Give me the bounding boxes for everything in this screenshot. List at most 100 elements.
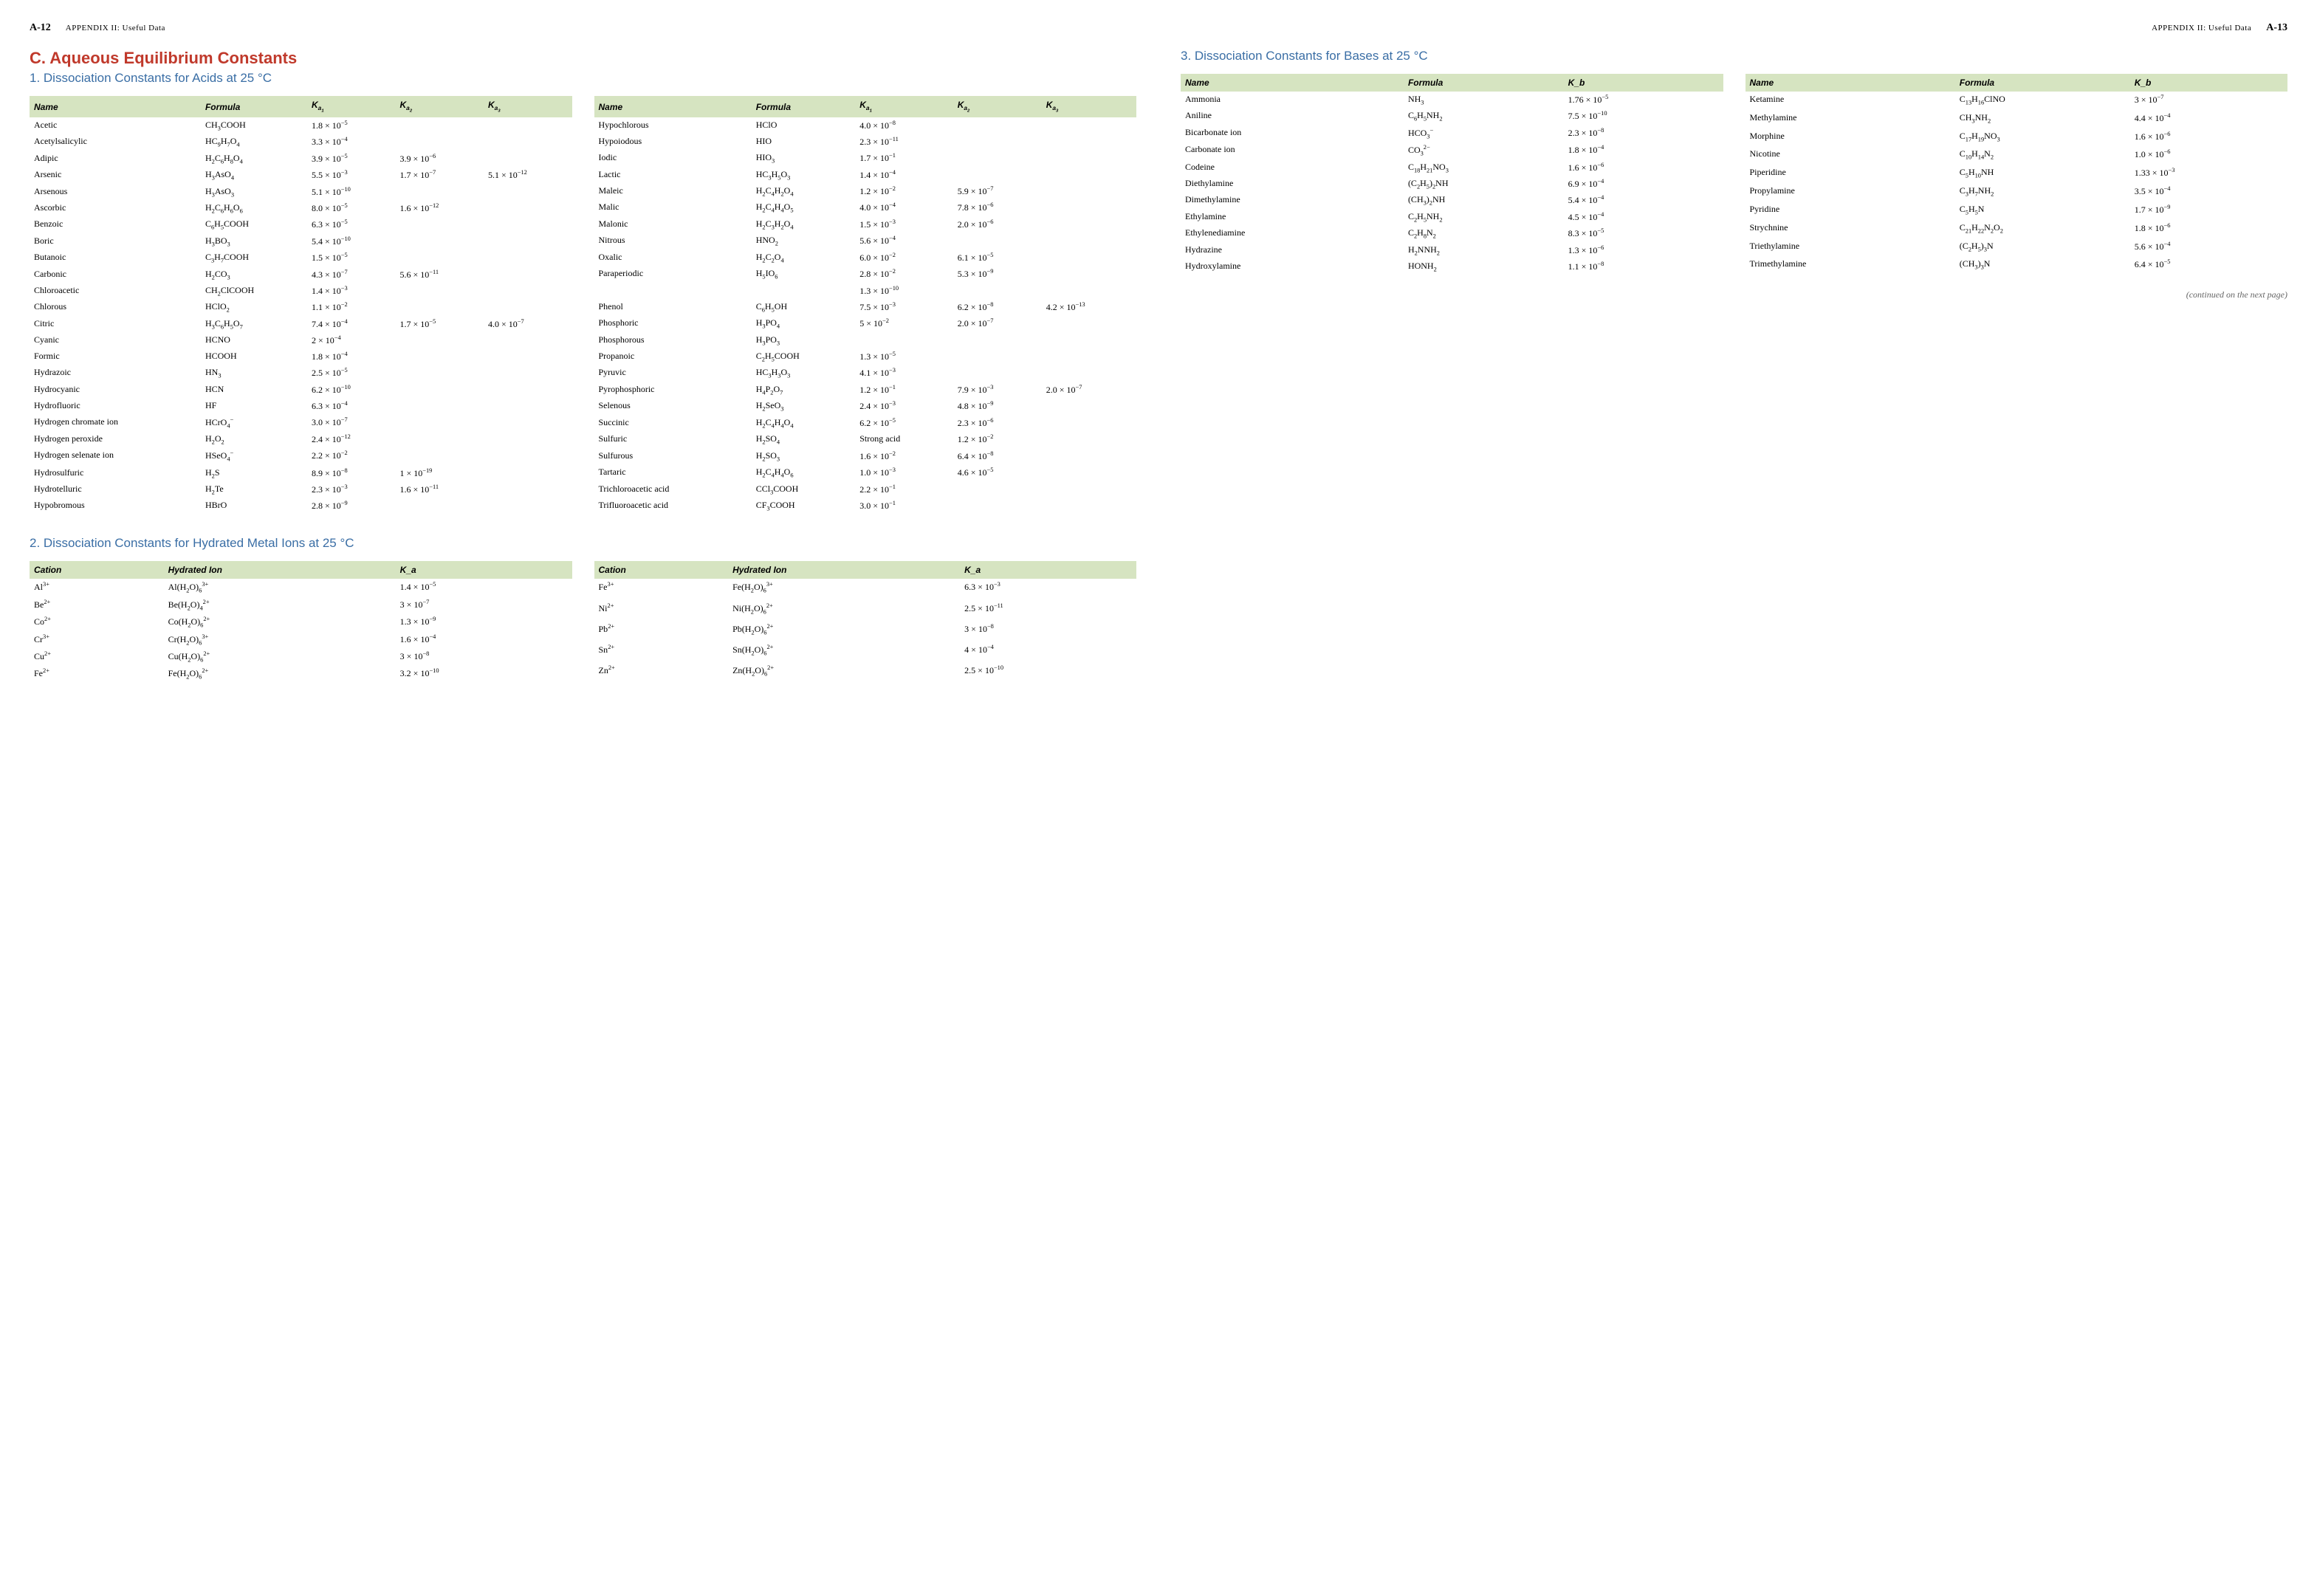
table-cell: H2C4H2O4 [752, 183, 856, 199]
table-cell: 5.1 × 10−10 [307, 184, 396, 200]
table-cell: 1.4 × 10−3 [307, 283, 396, 299]
header-left: A-12 APPENDIX II: Useful Data [30, 22, 1136, 34]
table-row: MaleicH2C4H2O41.2 × 10−25.9 × 10−7 [594, 183, 1137, 199]
table-cell [484, 151, 572, 167]
column-header: Formula [1404, 74, 1564, 92]
table-cell: Fe2+ [30, 665, 164, 682]
table-row: Trimethylamine(CH3)3N6.4 × 10−5 [1746, 256, 2288, 275]
table-cell: 3.5 × 10−4 [2130, 183, 2287, 202]
table-cell: HSeO4− [201, 447, 307, 464]
page-number-left: A-12 [30, 22, 51, 34]
table-cell: C18H21NO3 [1404, 159, 1564, 176]
table-cell: Hydrogen chromate ion [30, 414, 201, 431]
table-cell: Carbonate ion [1181, 142, 1404, 159]
table-cell [1042, 283, 1136, 299]
table-cell: C2H8N2 [1404, 225, 1564, 241]
metal-tables: CationHydrated IonK_a Al3+Al(H2O)63+1.4 … [30, 561, 1136, 682]
column-header: K_a [396, 561, 572, 579]
table-cell: 5.5 × 10−3 [307, 167, 396, 183]
table-cell: 2.0 × 10−6 [953, 216, 1042, 233]
table-cell [1042, 332, 1136, 348]
table-row: PropylamineC3H7NH23.5 × 10−4 [1746, 183, 2288, 202]
table-cell [484, 414, 572, 431]
table-cell: Cr3+ [30, 631, 164, 648]
table-cell: Methylamine [1746, 110, 1955, 128]
table-row: ButanoicC3H7COOH1.5 × 10−5 [30, 250, 572, 266]
table-cell: Trichloroacetic acid [594, 481, 752, 498]
table-cell: Oxalic [594, 250, 752, 266]
table-cell: 2.3 × 10−8 [1564, 125, 1723, 142]
table-row: HydrocyanicHCN6.2 × 10−10 [30, 382, 572, 398]
table-cell: CH3NH2 [1955, 110, 2130, 128]
table-cell [1042, 250, 1136, 266]
table-cell: 3.2 × 10−10 [396, 665, 572, 682]
table-cell: Trifluoroacetic acid [594, 498, 752, 515]
table-cell: HBrO [201, 498, 307, 514]
table-cell [1042, 150, 1136, 166]
acids-table-right: NameFormulaKa1Ka2Ka3 HypochlorousHClO4.0… [594, 96, 1137, 514]
table-cell: H3C6H5O7 [201, 316, 307, 332]
table-cell: H2C2O4 [752, 250, 856, 266]
table-cell: H5IO6 [752, 266, 856, 282]
table-cell: C13H16ClNO [1955, 92, 2130, 110]
table-cell: 5 × 10−2 [855, 315, 952, 331]
table-cell: Hydrofluoric [30, 398, 201, 414]
subsection-1: 1. Dissociation Constants for Acids at 2… [30, 71, 1136, 86]
acids-tables: NameFormulaKa1Ka2Ka3 AceticCH3COOH1.8 × … [30, 96, 1136, 514]
table-cell [953, 117, 1042, 134]
table-cell [484, 216, 572, 233]
table-cell [484, 498, 572, 514]
table-cell: H2C3H2O4 [752, 216, 856, 233]
table-cell: 3.9 × 10−5 [307, 151, 396, 167]
table-cell: Piperidine [1746, 165, 1955, 183]
table-cell: 2.2 × 10−1 [855, 481, 952, 498]
table-row: AscorbicH2C6H6O68.0 × 10−51.6 × 10−12 [30, 200, 572, 216]
table-cell [484, 134, 572, 150]
table-cell: 5.1 × 10−12 [484, 167, 572, 183]
table-cell: 1.5 × 10−5 [307, 250, 396, 266]
table-cell: HIO [752, 134, 856, 150]
table-cell: Hydrogen peroxide [30, 431, 201, 447]
table-cell: Pb2+ [594, 621, 729, 642]
table-cell: 1.4 × 10−4 [855, 167, 952, 183]
table-cell: 2.3 × 10−3 [307, 481, 396, 498]
column-header: K_a [960, 561, 1136, 579]
table-row: PyruvicHC3H3O34.1 × 10−3 [594, 365, 1137, 381]
table-cell: H3AsO3 [201, 184, 307, 200]
column-header: K_b [2130, 74, 2287, 92]
table-cell: (C2H5)2NH [1404, 176, 1564, 192]
subsection-2: 2. Dissociation Constants for Hydrated M… [30, 536, 1136, 551]
subsection-3: 3. Dissociation Constants for Bases at 2… [1181, 49, 2287, 63]
table-cell: Bicarbonate ion [1181, 125, 1404, 142]
column-header: Formula [1955, 74, 2130, 92]
table-cell: (C2H5)3N [1955, 238, 2130, 257]
table-cell [484, 233, 572, 250]
table-cell [594, 283, 752, 299]
table-row: NitrousHNO25.6 × 10−4 [594, 233, 1137, 249]
table-row: Co2+Co(H2O)62+1.3 × 10−9 [30, 613, 572, 630]
table-cell: 7.5 × 10−3 [855, 299, 952, 315]
table-cell: 6.1 × 10−5 [953, 250, 1042, 266]
table-cell: Hydrazoic [30, 365, 201, 381]
table-cell: 6.2 × 10−10 [307, 382, 396, 398]
table-row: MethylamineCH3NH24.4 × 10−4 [1746, 110, 2288, 128]
table-cell: Nitrous [594, 233, 752, 249]
table-cell: 1.3 × 10−6 [1564, 242, 1723, 258]
table-cell [1042, 216, 1136, 233]
table-row: HydrofluoricHF6.3 × 10−4 [30, 398, 572, 414]
table-cell: HONH2 [1404, 258, 1564, 275]
table-row: AceticCH3COOH1.8 × 10−5 [30, 117, 572, 134]
table-cell: 3.3 × 10−4 [307, 134, 396, 150]
appendix-label-right: APPENDIX II: Useful Data [2152, 24, 2251, 32]
column-header: Ka1 [307, 96, 396, 117]
table-cell: Cu(H2O)62+ [164, 648, 396, 665]
table-cell: Aniline [1181, 108, 1404, 124]
bases-tables: NameFormulaK_b AmmoniaNH31.76 × 10−5Anil… [1181, 74, 2287, 275]
table-row: NicotineC10H14N21.0 × 10−6 [1746, 146, 2288, 165]
table-cell: 2.5 × 10−5 [307, 365, 396, 381]
table-cell: 2.2 × 10−2 [307, 447, 396, 464]
table-row: SelenousH2SeO32.4 × 10−34.8 × 10−9 [594, 398, 1137, 414]
table-cell: Ethylenediamine [1181, 225, 1404, 241]
table-row: SulfurousH2SO31.6 × 10−26.4 × 10−8 [594, 448, 1137, 464]
table-cell: 2.3 × 10−6 [953, 415, 1042, 431]
